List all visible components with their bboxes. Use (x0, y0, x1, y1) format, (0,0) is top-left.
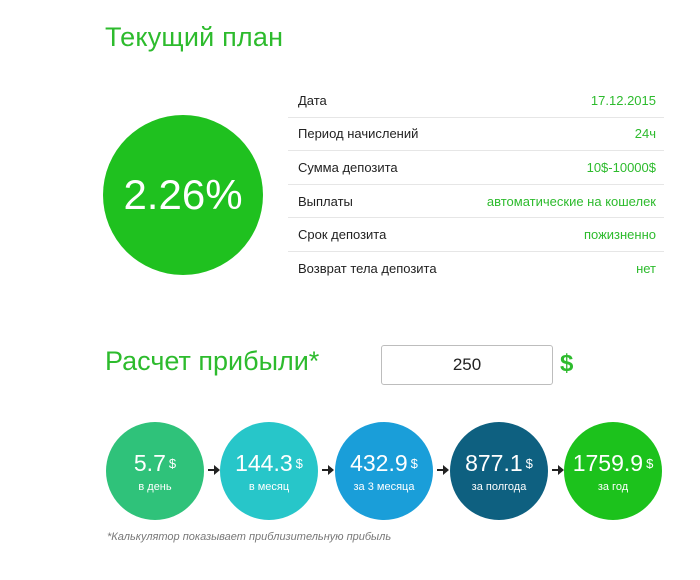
result-yearly: 1759.9 $ за год (564, 422, 662, 520)
result-currency: $ (168, 455, 177, 471)
result-value: 432.9 (350, 449, 408, 476)
result-half-year: 877.1 $ за полгода (450, 422, 548, 520)
result-value: 144.3 (235, 449, 293, 476)
arrow-right-icon (208, 465, 220, 475)
result-period: за 3 месяца (353, 480, 415, 493)
result-currency: $ (646, 455, 654, 471)
plan-row-label: Выплаты (298, 193, 353, 209)
plan-row-value: пожизненно (583, 227, 656, 243)
plan-row-value: автоматические на кошелек (486, 193, 656, 209)
plan-row-label: Период начислений (298, 126, 419, 142)
plan-row-label: Возврат тела депозита (298, 261, 437, 277)
result-value: 877.1 (465, 449, 523, 476)
result-period: за полгода (471, 480, 527, 493)
result-period: в месяц (248, 480, 290, 493)
arrow-right-icon (552, 465, 564, 475)
result-monthly: 144.3 $ в месяц (220, 422, 318, 520)
plan-row-value: 10$-10000$ (586, 159, 656, 175)
plan-row-term: Срок депозита пожизненно (288, 218, 664, 252)
deposit-amount-input[interactable]: 250 (381, 345, 553, 385)
result-period: за год (597, 480, 629, 493)
page-title: Текущий план (105, 22, 284, 52)
result-currency: $ (525, 455, 533, 471)
calculator-note: *Калькулятор показывает приблизительную … (107, 531, 392, 543)
result-currency: $ (295, 455, 303, 471)
plan-row-date: Дата 17.12.2015 (288, 84, 664, 118)
plan-row-payouts: Выплаты автоматические на кошелек (288, 185, 664, 219)
arrow-right-icon (322, 465, 334, 475)
result-daily: 5.7 $ в день (106, 422, 204, 520)
plan-row-label: Дата (298, 92, 327, 108)
rate-value: 2.26% (123, 171, 243, 218)
plan-row-return: Возврат тела депозита нет (288, 252, 664, 286)
calculator-title: Расчет прибыли* (105, 346, 320, 376)
arrow-right-icon (437, 465, 449, 475)
plan-row-label: Срок депозита (298, 227, 387, 243)
deposit-amount-value: 250 (452, 355, 482, 374)
result-period: в день (138, 480, 172, 493)
plan-row-period: Период начислений 24ч (288, 118, 664, 152)
result-value: 5.7 (133, 449, 166, 476)
plan-row-value: 17.12.2015 (590, 92, 656, 108)
plan-details-table: Дата 17.12.2015 Период начислений 24ч Су… (288, 84, 664, 286)
rate-circle: 2.26% (103, 115, 263, 275)
result-value: 1759.9 (572, 449, 644, 476)
plan-row-value: нет (636, 261, 656, 277)
result-currency: $ (410, 455, 418, 471)
plan-row-value: 24ч (634, 126, 656, 142)
result-quarterly: 432.9 $ за 3 месяца (335, 422, 433, 520)
plan-row-label: Сумма депозита (298, 159, 398, 175)
currency-label: $ (560, 350, 574, 377)
plan-row-amount: Сумма депозита 10$-10000$ (288, 151, 664, 185)
